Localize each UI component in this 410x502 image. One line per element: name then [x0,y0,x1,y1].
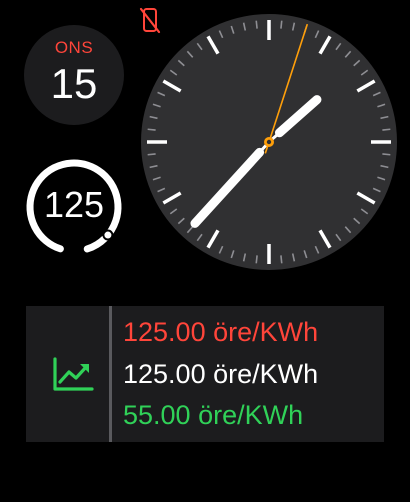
gauge-ring [26,159,122,255]
minute-tick [382,153,391,156]
minute-tick [372,187,381,193]
minute-tick [218,245,224,254]
minute-tick [152,103,161,108]
minute-tick [314,30,320,39]
minute-tick [230,250,235,259]
electricity-price-complication[interactable]: 125.00 öre/KWh 125.00 öre/KWh 55.00 öre/… [26,306,384,442]
minute-tick [147,128,156,131]
hour-tick [318,35,332,55]
gauge-complication[interactable]: 125 [22,155,126,259]
minute-tick [196,42,203,51]
minute-tick [218,30,224,39]
clock-ticks [147,20,391,264]
minute-tick [291,253,296,262]
minute-tick [380,115,389,120]
minute-tick [242,253,247,262]
hour-tick [162,191,182,205]
minute-tick [353,59,361,67]
minute-tick [169,69,178,76]
minute-tick [377,176,386,181]
minute-tick [291,22,296,31]
minute-tick [242,22,247,31]
gauge-value: 125 [43,184,105,225]
current-price: 125.00 öre/KWh [123,317,319,347]
hour-tick [356,79,376,93]
minute-tick [335,233,342,242]
minute-tick [360,69,369,76]
minute-tick [149,164,158,169]
minute-tick [280,255,283,264]
minute-tick [280,20,283,29]
minute-tick [152,176,161,181]
second-hand [264,23,309,154]
minute-tick [380,164,389,169]
minute-tick [314,245,320,254]
minute-tick [255,20,258,29]
minute-tick [360,208,369,215]
minute-tick [335,42,342,51]
gauge-indicator [102,229,114,241]
low-price: 55.00 öre/KWh [123,400,304,430]
minute-tick [230,25,235,34]
hour-tick [318,229,332,249]
minute-tick [149,115,158,120]
minute-tick [344,226,352,234]
analog-clock[interactable] [139,12,399,272]
phone-disconnected-icon [139,6,161,34]
date-complication[interactable]: ONS 15 [24,25,124,125]
minute-tick [147,153,156,156]
day-number: 15 [50,60,98,107]
minute-tick [344,50,352,58]
hour-tick [162,79,182,93]
high-price: 125.00 öre/KWh [123,359,319,389]
minute-tick [372,91,381,97]
weekday-label: ONS [54,38,94,57]
minute-tick [157,187,166,193]
trend-chart-icon [52,356,94,392]
minute-tick [186,50,194,58]
price-icon-area [26,306,110,442]
minute-tick [377,103,386,108]
minute-tick [169,208,178,215]
minute-tick [177,59,185,67]
minute-tick [196,233,203,242]
minute-tick [353,217,361,225]
minute-tick [177,217,185,225]
minute-tick [303,250,308,259]
hour-tick [356,191,376,205]
divider [109,306,112,442]
minute-tick [382,128,391,131]
minute-tick [157,91,166,97]
minute-tick [255,255,258,264]
hour-tick [206,229,220,249]
hour-tick [206,35,220,55]
minute-tick [186,226,194,234]
